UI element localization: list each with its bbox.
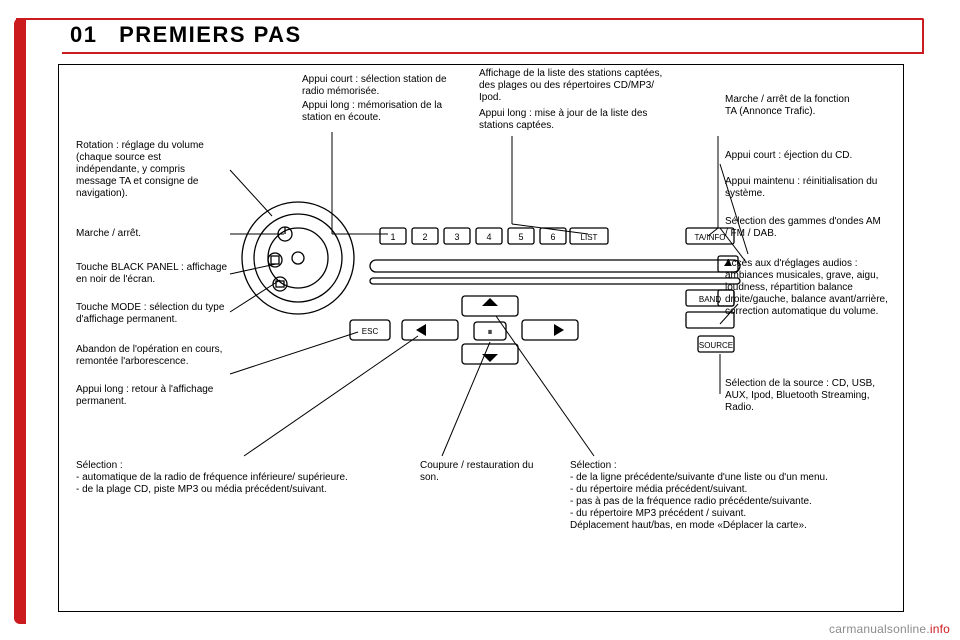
bottom-right-item-2: du répertoire média précédent/suivant. xyxy=(584,484,890,496)
preset-3: 3 xyxy=(454,232,459,242)
label-bottom-right: Sélection : de la ligne précédente/suiva… xyxy=(570,460,890,532)
preset-2: 2 xyxy=(422,232,427,242)
title-text: PREMIERS PAS xyxy=(119,22,302,47)
bottom-right-item-4: du répertoire MP3 précédent / suivant. xyxy=(584,508,890,520)
label-list-long: Appui long : mise à jour de la liste des… xyxy=(479,108,674,132)
device-btn-esc: ESC xyxy=(362,327,379,336)
left-accent-bar xyxy=(14,18,26,624)
label-esc-long: Appui long : retour à l'affichage perman… xyxy=(76,384,226,408)
bottom-left-title: Sélection : xyxy=(76,460,123,471)
title-number: 01 xyxy=(70,22,97,47)
bottom-left-item-1: automatique de la radio de fréquence inf… xyxy=(90,472,386,484)
preset-5: 5 xyxy=(518,232,523,242)
device-btn-source: SOURCE xyxy=(699,341,733,350)
label-eject: Appui court : éjection du CD. xyxy=(725,150,885,162)
label-preset-long: Appui long : mémorisation de la station … xyxy=(302,100,457,124)
label-black-panel: Touche BLACK PANEL : affichage en noir d… xyxy=(76,262,231,286)
label-preset-short: Appui court : sélection station de radio… xyxy=(302,74,452,98)
preset-6: 6 xyxy=(550,232,555,242)
label-rotation: Rotation : réglage du volume (chaque sou… xyxy=(76,140,226,200)
bottom-right-title: Sélection : xyxy=(570,460,617,471)
label-mute: Coupure / restauration du son. xyxy=(420,460,550,484)
bottom-right-item-5: Déplacement haut/bas, en mode «Déplacer … xyxy=(570,520,890,532)
device-btn-list: LIST xyxy=(581,233,598,242)
device-btn-ta: TA/INFO xyxy=(695,233,726,242)
page: 01 PREMIERS PAS Appui court : sélection … xyxy=(0,0,960,640)
label-bottom-left: Sélection : automatique de la radio de f… xyxy=(76,460,386,496)
top-accent-underline xyxy=(62,52,924,54)
preset-4: 4 xyxy=(486,232,491,242)
label-onoff: Marche / arrêt. xyxy=(76,228,226,240)
device-illustration: LIST TA/INFO BAND SOURCE ESC ⏸ 1 2 3 4 5 6 xyxy=(230,170,750,390)
bottom-left-item-2: de la plage CD, piste MP3 ou média précé… xyxy=(90,484,386,496)
label-esc: Abandon de l'opération en cours, remonté… xyxy=(76,344,226,368)
preset-1: 1 xyxy=(390,232,395,242)
bottom-right-item-3: pas à pas de la fréquence radio précéden… xyxy=(584,496,890,508)
page-title: 01 PREMIERS PAS xyxy=(70,22,302,48)
label-ta: Marche / arrêt de la fonction TA (Annonc… xyxy=(725,94,855,118)
bottom-right-item-1: de la ligne précédente/suivante d'une li… xyxy=(584,472,890,484)
footer-prefix: carmanualsonline. xyxy=(829,622,930,636)
device-btn-mute: ⏸ xyxy=(488,327,493,338)
footer-suffix: info xyxy=(930,622,950,636)
footer: carmanualsonline.info xyxy=(829,622,950,636)
device-btn-band: BAND xyxy=(699,295,721,304)
label-list-short: Affichage de la liste des stations capté… xyxy=(479,68,674,104)
label-mode: Touche MODE : sélection du type d'affich… xyxy=(76,302,231,326)
